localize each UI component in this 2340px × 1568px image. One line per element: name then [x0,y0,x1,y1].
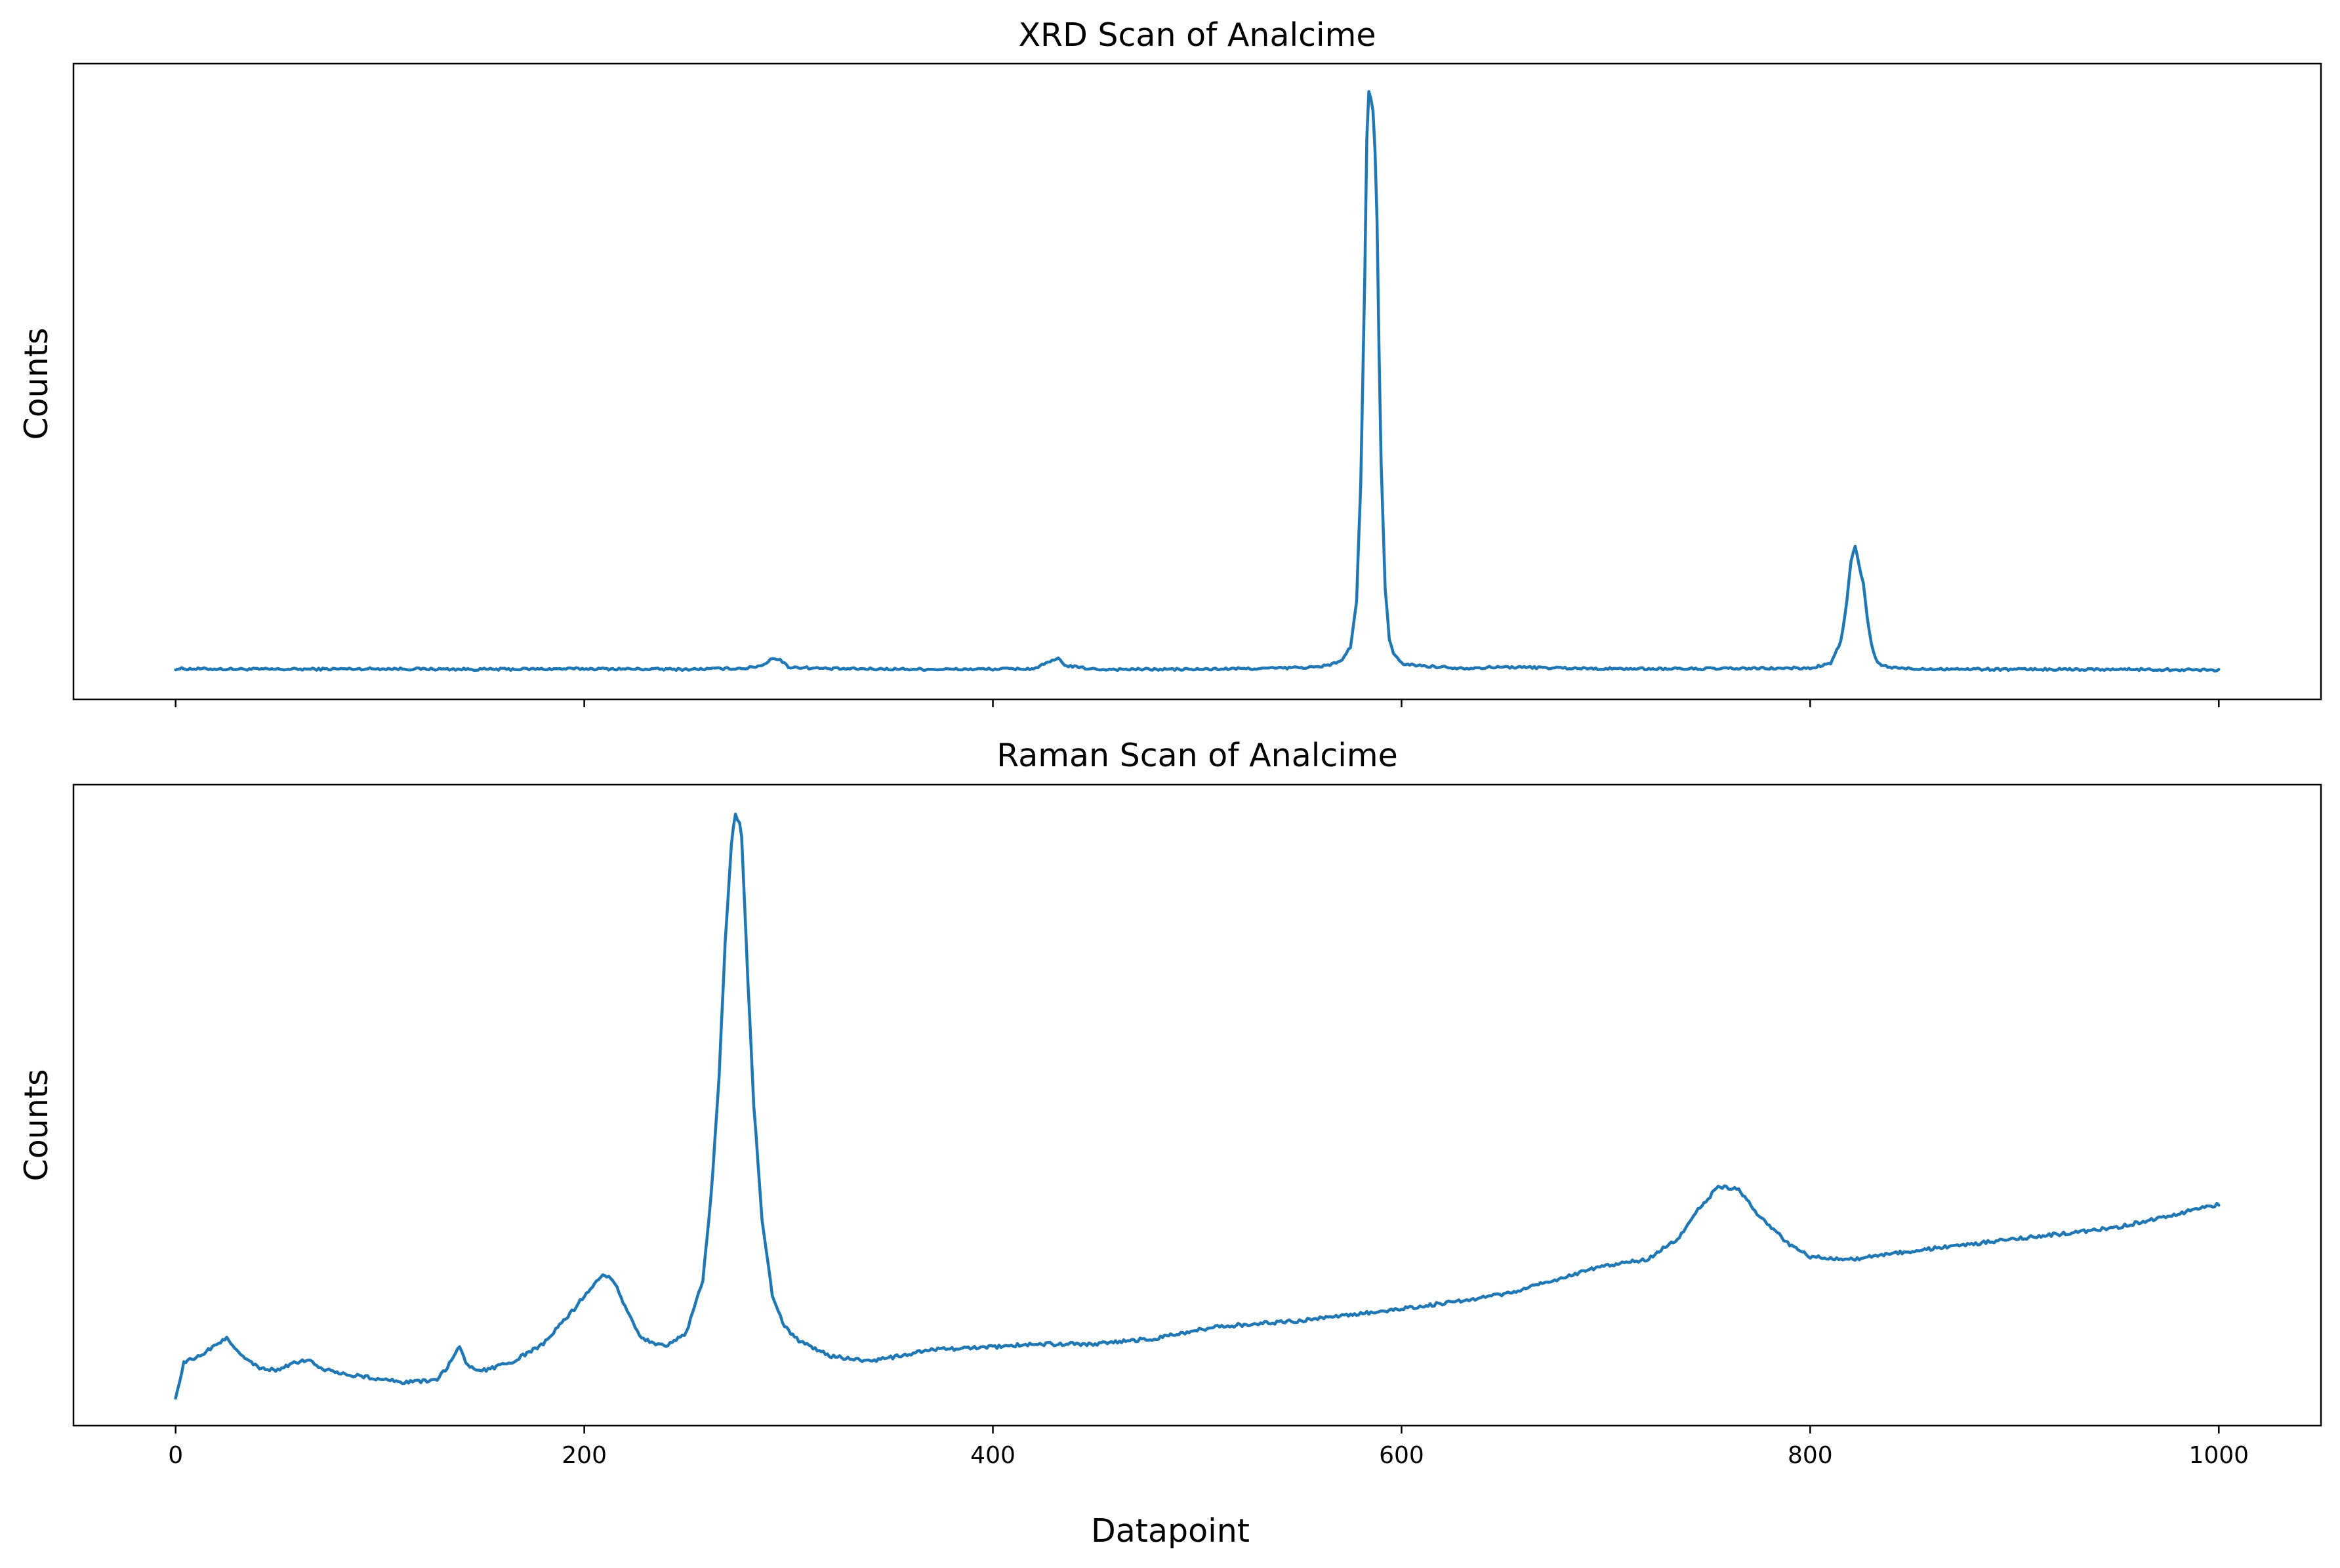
xrd-series-line [174,90,2221,673]
raman-plot-frame [72,783,2322,1427]
xrd-panel: XRD Scan of Analcime Counts [18,16,2322,707]
xrd-plot-frame [72,62,2322,701]
x-tick-label: 800 [1788,1442,1833,1469]
raman-y-axis-label: Counts [18,1069,55,1181]
raman-title: Raman Scan of Analcime [996,737,1398,774]
raman-series-line [174,812,2221,1400]
x-tick-label: 600 [1379,1442,1424,1469]
xrd-x-ticks [174,699,2220,707]
xrd-title: XRD Scan of Analcime [1018,16,1376,54]
x-tick-label: 0 [168,1442,183,1469]
raman-panel: Raman Scan of Analcime Counts 0 200 400 600… [18,737,2322,1469]
x-axis-label: Datapoint [1091,1512,1250,1550]
xrd-y-axis-label: Counts [18,327,55,440]
raman-x-ticks: 0 200 400 600 800 1000 [168,1426,2249,1469]
x-tick-label: 1000 [2188,1442,2249,1469]
x-tick-label: 200 [562,1442,607,1469]
x-tick-label: 400 [970,1442,1016,1469]
